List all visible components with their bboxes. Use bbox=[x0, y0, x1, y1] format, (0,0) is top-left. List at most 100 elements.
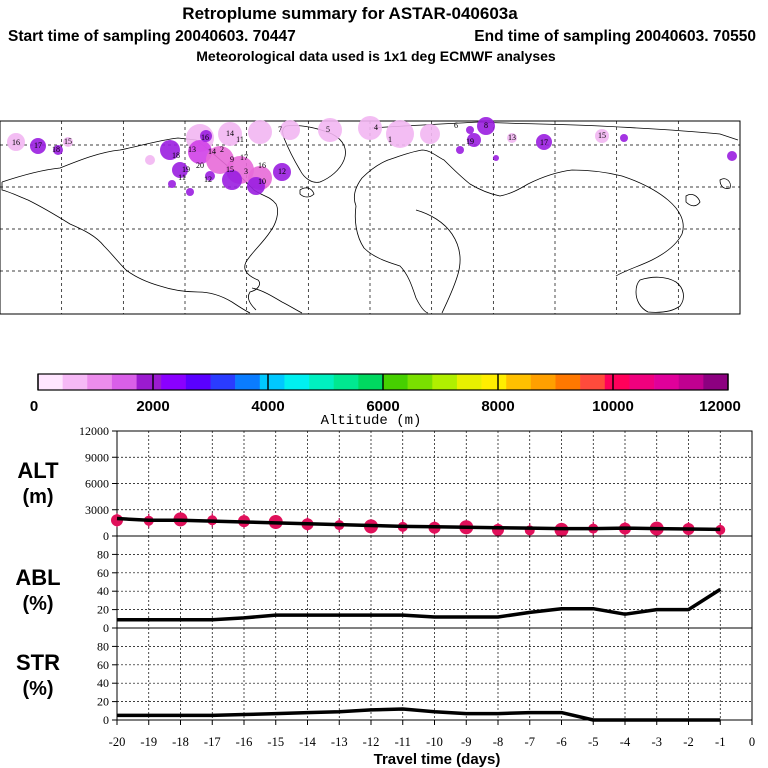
plume-marker bbox=[168, 180, 176, 188]
time-series-panels: 030006000900012000ALT(m)020406080ABL(%)0… bbox=[15, 424, 753, 727]
plume-marker bbox=[188, 140, 212, 164]
colorbar-swatch bbox=[235, 374, 261, 390]
colorbar-tick-label: 8000 bbox=[481, 398, 514, 415]
y-tick-label: 20 bbox=[97, 695, 109, 709]
plume-day-label: 14 bbox=[208, 147, 216, 156]
plume-marker bbox=[477, 117, 495, 135]
colorbar-swatch bbox=[456, 374, 482, 390]
y-tick-label: 0 bbox=[103, 713, 109, 727]
plume-marker bbox=[160, 140, 180, 160]
plume-marker bbox=[247, 177, 265, 195]
plume-marker bbox=[186, 188, 194, 196]
y-tick-label: 6000 bbox=[85, 477, 109, 491]
plume-marker bbox=[7, 133, 25, 151]
plume-marker bbox=[420, 124, 440, 144]
plume-day-label: 13 bbox=[188, 145, 196, 154]
x-tick-label: -2 bbox=[683, 735, 693, 749]
plume-day-label: 17 bbox=[540, 138, 548, 147]
plume-day-label: 15 bbox=[598, 131, 606, 140]
x-tick-label: -20 bbox=[109, 735, 126, 749]
plume-day-label: 18 bbox=[172, 151, 180, 160]
x-tick-label: -17 bbox=[204, 735, 221, 749]
plume-day-label: 16 bbox=[201, 133, 209, 142]
plume-marker bbox=[456, 146, 464, 154]
x-tick-label: -12 bbox=[363, 735, 380, 749]
plume-marker bbox=[248, 120, 272, 144]
plume-marker bbox=[30, 138, 46, 154]
plume-day-label: 2 bbox=[220, 145, 224, 154]
colorbar-swatch bbox=[481, 374, 507, 390]
x-axis-label: Travel time (days) bbox=[374, 751, 501, 768]
colorbar-swatch bbox=[161, 374, 187, 390]
colorbar-swatch bbox=[185, 374, 211, 390]
x-tick-label: -1 bbox=[715, 735, 725, 749]
y-tick-label: 40 bbox=[97, 676, 109, 690]
panel-ylabel-name: ABL bbox=[15, 565, 60, 590]
plume-marker bbox=[536, 134, 552, 150]
plume-day-label: 9 bbox=[230, 155, 234, 164]
plume-marker bbox=[222, 170, 242, 190]
colorbar-swatch bbox=[654, 374, 680, 390]
plume-day-label: 18 bbox=[52, 145, 60, 154]
colorbar-swatch bbox=[432, 374, 458, 390]
panel-abl: 0 20 40 60 80 ABL (%) bbox=[15, 535, 753, 635]
plume-marker bbox=[507, 133, 517, 143]
panel-str: 0 20 40 60 80 STR (%) bbox=[16, 627, 753, 727]
plume-day-label: 17 bbox=[240, 153, 248, 162]
plume-day-label: 11 bbox=[236, 135, 244, 144]
x-tick-label: -5 bbox=[588, 735, 598, 749]
colorbar-tick-label: 6000 bbox=[366, 398, 399, 415]
plume-day-label: 16 bbox=[12, 138, 20, 147]
colorbar-swatch bbox=[407, 374, 433, 390]
colorbar-swatch bbox=[530, 374, 556, 390]
plume-marker bbox=[63, 137, 73, 147]
colorbar-axis-label: Altitude (m) bbox=[321, 413, 422, 429]
x-tick-label: -18 bbox=[172, 735, 189, 749]
plume-day-label: 17 bbox=[34, 141, 42, 150]
x-tick-label: -11 bbox=[395, 735, 411, 749]
plume-day-label: 20 bbox=[196, 161, 204, 170]
y-tick-label: 80 bbox=[97, 547, 109, 561]
plume-marker bbox=[358, 116, 382, 140]
colorbar-tick-label: 10000 bbox=[592, 398, 634, 415]
panel-ylabel-name: ALT bbox=[17, 458, 59, 483]
plume-marker bbox=[386, 120, 414, 148]
plume-marker bbox=[205, 171, 215, 181]
x-tick-label: -4 bbox=[620, 735, 631, 749]
x-tick-label: -6 bbox=[556, 735, 566, 749]
colorbar-swatch bbox=[309, 374, 335, 390]
plume-day-label: 5 bbox=[326, 125, 330, 134]
colorbar-swatch bbox=[38, 374, 63, 390]
plume-day-label: 4 bbox=[374, 123, 378, 132]
x-tick-label: -13 bbox=[331, 735, 348, 749]
x-tick-label: -14 bbox=[299, 735, 316, 749]
x-tick-labels: -20 -19 -18 -17 -16 -15 -14 -13 -12 -11 -10 -9 -8 -7-… bbox=[109, 720, 755, 749]
colorbar-swatch bbox=[506, 374, 532, 390]
plume-marker bbox=[273, 163, 291, 181]
colorbar-swatch bbox=[284, 374, 310, 390]
y-tick-label: 3000 bbox=[85, 503, 109, 517]
x-tick-label: 0 bbox=[749, 735, 755, 749]
series-line bbox=[117, 587, 722, 622]
plume-marker bbox=[280, 120, 300, 140]
y-tick-label: 20 bbox=[97, 603, 109, 617]
x-tick-label: -16 bbox=[236, 735, 253, 749]
colorbar-swatch bbox=[358, 374, 384, 390]
colorbar-swatch bbox=[136, 374, 162, 390]
plume-marker bbox=[172, 162, 188, 178]
colorbar-swatch bbox=[87, 374, 113, 390]
colorbar-swatch bbox=[629, 374, 655, 390]
plume-marker bbox=[200, 130, 212, 142]
panel-alt: 0 3000 6000 9000 12000 ALT (m) bbox=[17, 424, 753, 543]
plume-day-label: 15 bbox=[64, 137, 72, 146]
colorbar-tick-labels: 0 2000 4000 6000 8000 10000 12000 bbox=[30, 398, 741, 415]
plume-marker bbox=[727, 151, 737, 161]
plume-marker bbox=[467, 133, 481, 147]
colorbar-swatch bbox=[383, 374, 408, 390]
plume-day-label: 19 bbox=[182, 165, 190, 174]
panel-ylabel-unit: (m) bbox=[22, 486, 53, 508]
colorbar-tick-label: 0 bbox=[30, 398, 38, 415]
y-tick-label: 12000 bbox=[79, 424, 109, 438]
